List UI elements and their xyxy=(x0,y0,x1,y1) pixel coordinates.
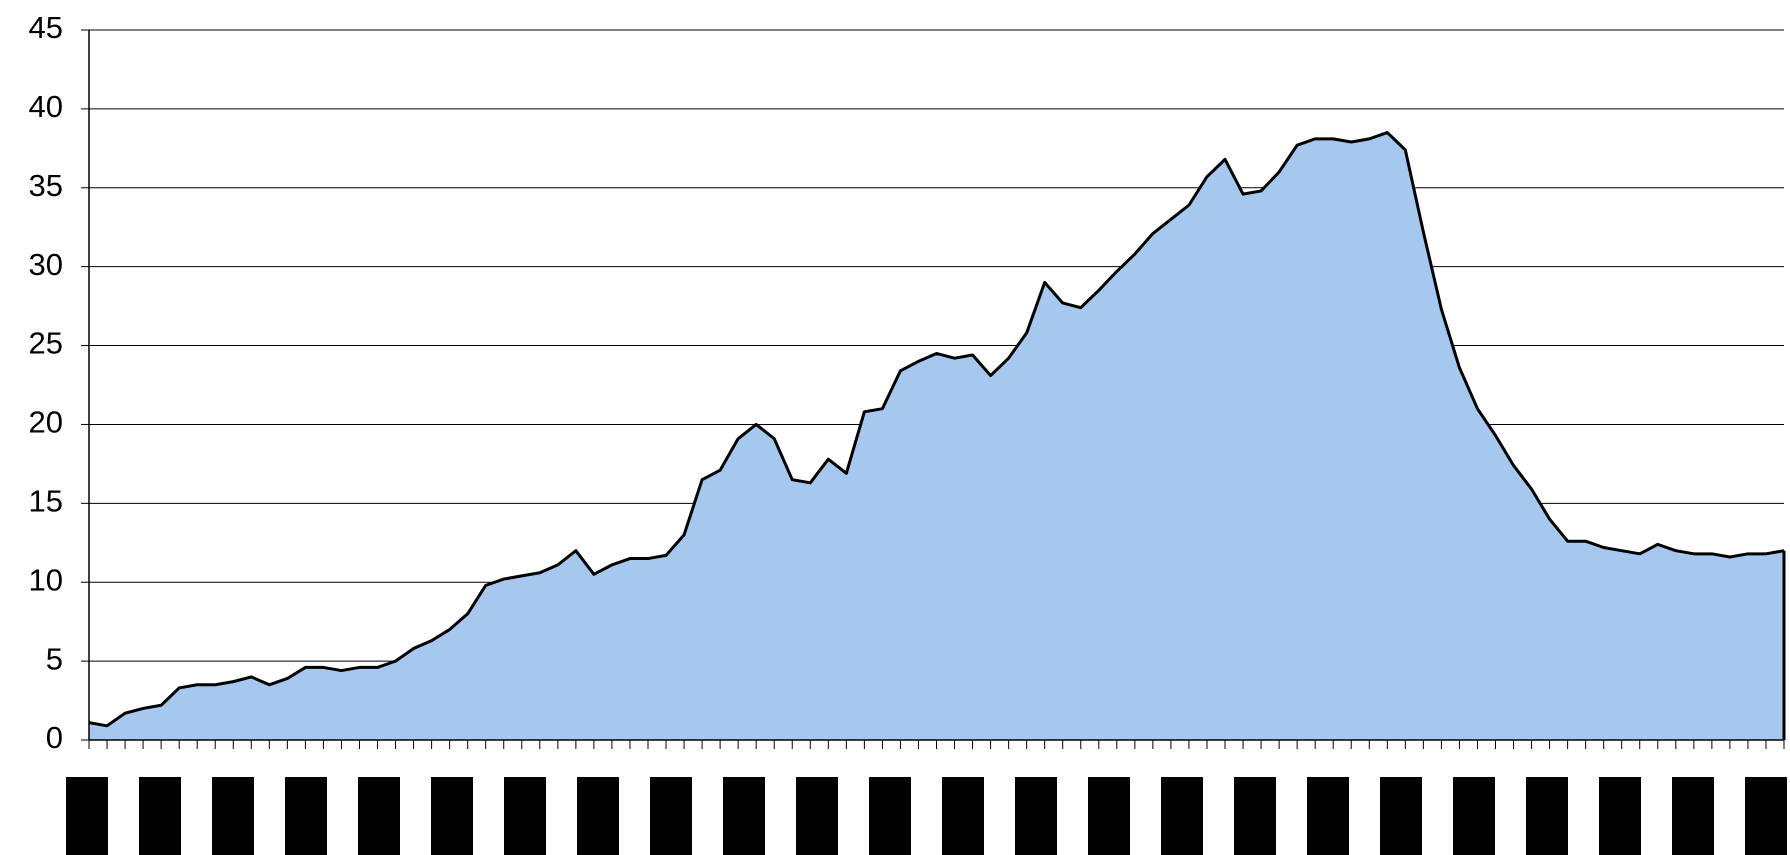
redacted-label xyxy=(212,777,254,855)
redacted-label xyxy=(1526,777,1568,855)
redacted-label xyxy=(942,777,984,855)
redacted-label xyxy=(650,777,692,855)
redacted-label xyxy=(285,777,327,855)
redacted-label xyxy=(577,777,619,855)
y-tick-label: 30 xyxy=(29,247,63,282)
y-tick-label: 35 xyxy=(29,168,63,203)
y-tick-label: 40 xyxy=(29,89,63,124)
redacted-label xyxy=(1380,777,1422,855)
redacted-label xyxy=(1307,777,1349,855)
y-tick-label: 0 xyxy=(46,720,63,755)
redacted-label xyxy=(66,777,108,855)
redacted-label xyxy=(1453,777,1495,855)
redacted-label xyxy=(1161,777,1203,855)
redacted-label xyxy=(723,777,765,855)
area-line xyxy=(88,131,1785,728)
redacted-label xyxy=(431,777,473,855)
y-tick-label: 20 xyxy=(29,405,63,440)
redacted-label xyxy=(358,777,400,855)
redacted-label xyxy=(504,777,546,855)
redacted-label xyxy=(1015,777,1057,855)
redacted-label xyxy=(1745,777,1787,855)
y-tick-label: 5 xyxy=(46,641,63,676)
area-fill xyxy=(89,132,1784,741)
y-tick-label: 15 xyxy=(29,484,63,519)
redacted-label xyxy=(1672,777,1714,855)
redacted-label xyxy=(796,777,838,855)
y-tick-label: 10 xyxy=(29,562,63,597)
redacted-label xyxy=(869,777,911,855)
redacted-label xyxy=(1234,777,1276,855)
redacted-label xyxy=(1088,777,1130,855)
y-tick-label: 25 xyxy=(29,326,63,361)
y-tick-label: 45 xyxy=(29,10,63,45)
redacted-label xyxy=(1599,777,1641,855)
redacted-label xyxy=(139,777,181,855)
